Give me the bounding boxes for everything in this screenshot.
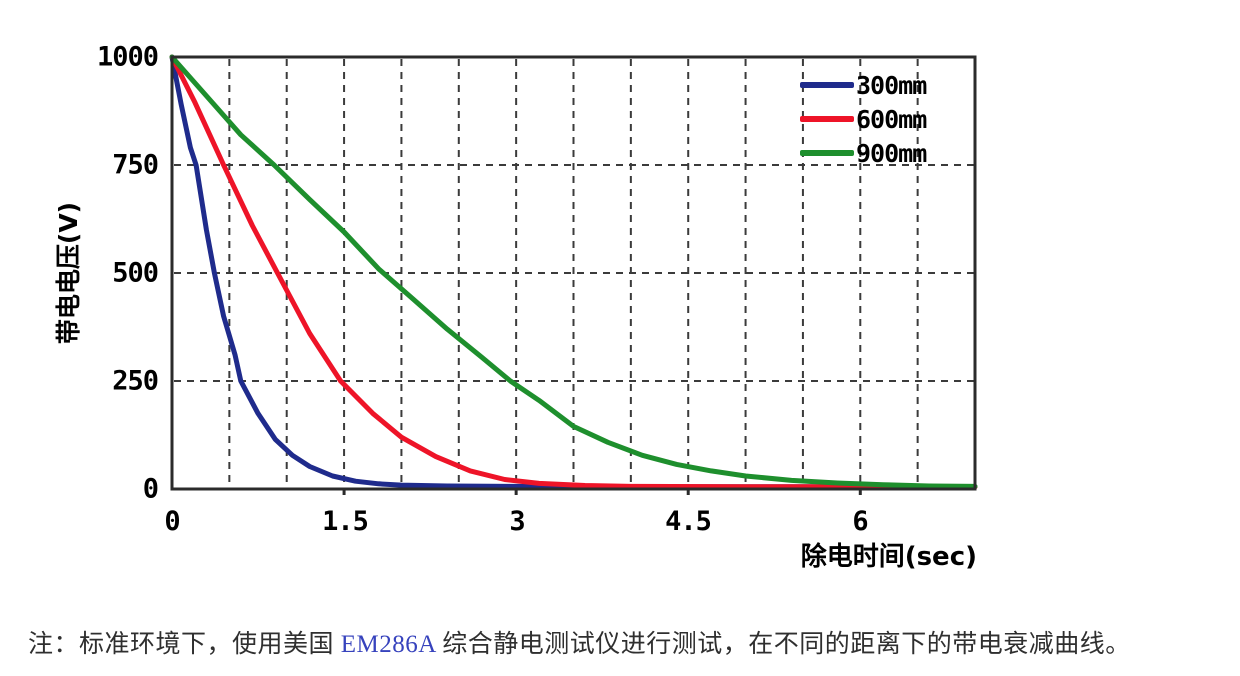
legend: 300mm 600mm 900mm bbox=[800, 68, 927, 170]
note-product-code: EM286A bbox=[340, 631, 436, 658]
y-tick-250: 250 bbox=[112, 365, 159, 397]
legend-item-300mm: 300mm bbox=[800, 68, 927, 102]
caption-note-suffix: 综合静电测试仪进行测试，在不同的距离下的带电衰减曲线。 bbox=[435, 631, 1131, 658]
x-tick-3: 3 bbox=[509, 506, 525, 537]
legend-label-300mm: 300mm bbox=[856, 70, 927, 100]
y-tick-750: 750 bbox=[112, 149, 159, 181]
caption-note-prefix: 注：标准环境下，使用美国 bbox=[28, 631, 341, 658]
legend-line-900mm-icon bbox=[800, 150, 854, 156]
caption-note: 注：标准环境下，使用美国 EM286A 综合静电测试仪进行测试，在不同的距离下的… bbox=[28, 624, 1238, 660]
x-tick-1p5: 1.5 bbox=[322, 506, 369, 537]
x-tick-0: 0 bbox=[164, 506, 180, 537]
legend-line-300mm-icon bbox=[800, 82, 854, 88]
legend-item-900mm: 900mm bbox=[800, 136, 927, 170]
y-axis-title: 带电电压(V) bbox=[54, 201, 83, 345]
legend-line-600mm-icon bbox=[800, 116, 854, 122]
plot-canvas bbox=[169, 54, 978, 495]
y-tick-0: 0 bbox=[142, 473, 159, 505]
y-tick-500: 500 bbox=[112, 257, 159, 289]
x-axis-title: 除电时间(sec) bbox=[800, 542, 977, 572]
legend-label-600mm: 600mm bbox=[856, 104, 927, 134]
y-tick-1000: 1000 bbox=[96, 41, 159, 73]
legend-item-600mm: 600mm bbox=[800, 102, 927, 136]
x-tick-4p5: 4.5 bbox=[665, 506, 712, 537]
legend-label-900mm: 900mm bbox=[856, 138, 927, 168]
x-tick-6: 6 bbox=[852, 506, 868, 537]
